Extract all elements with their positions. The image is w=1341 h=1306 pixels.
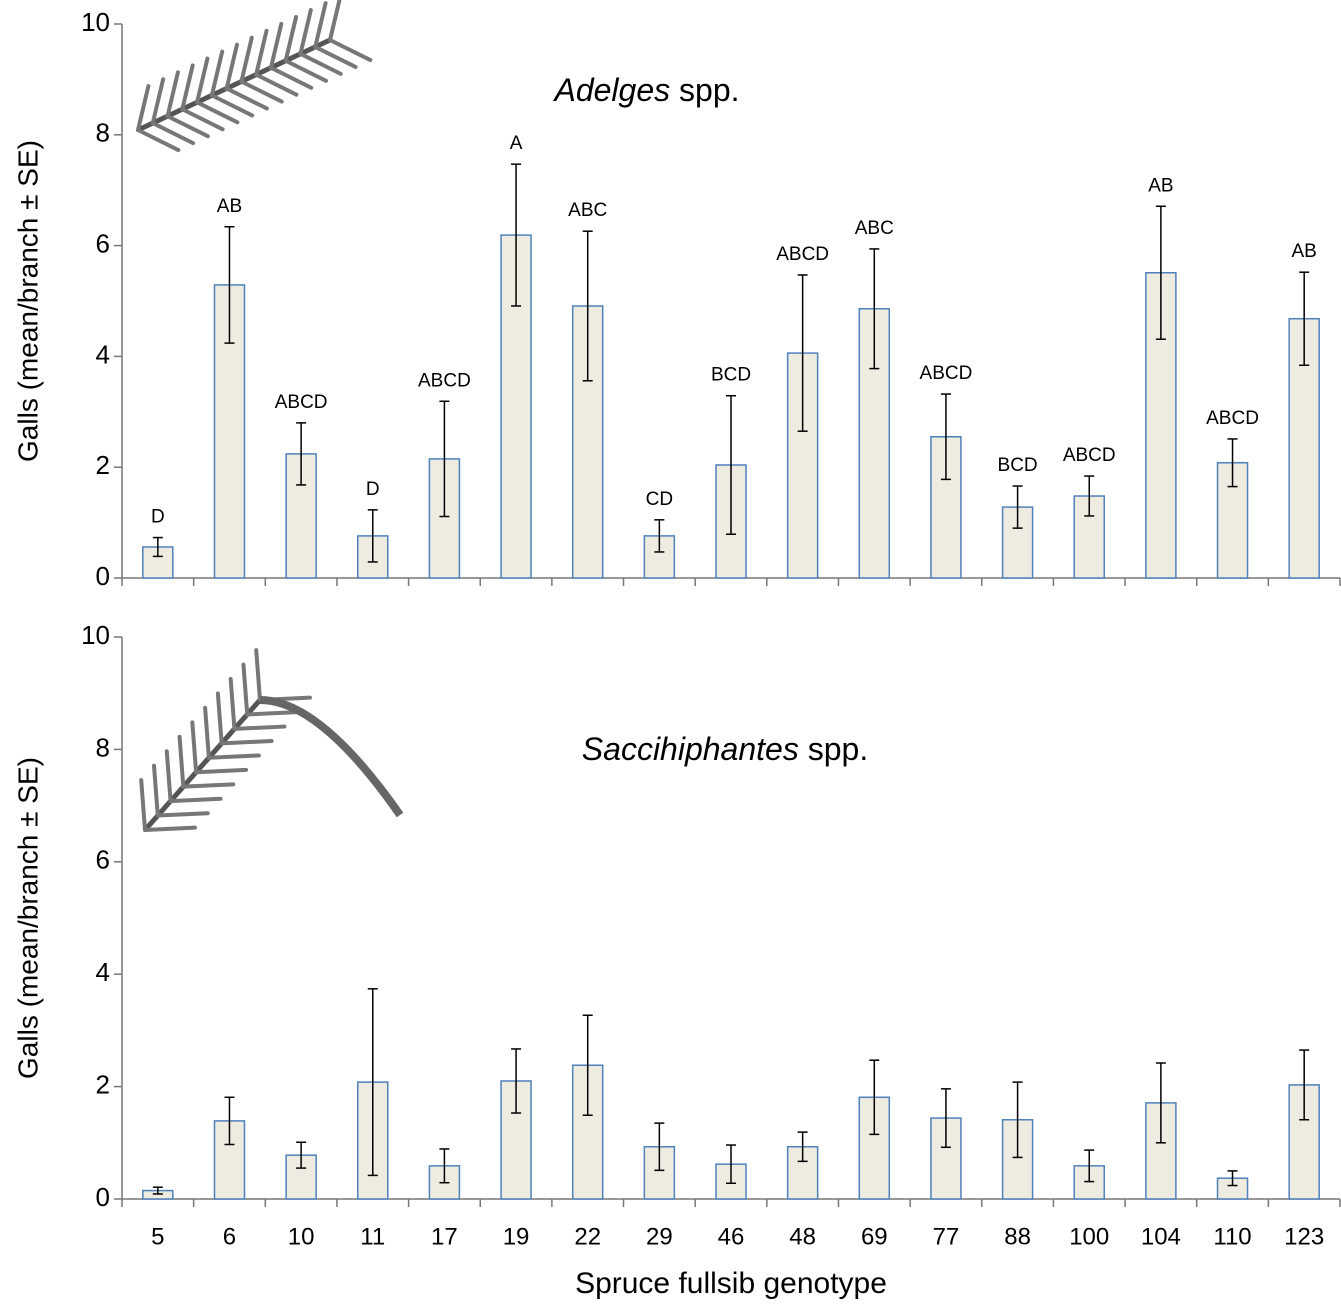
branch-needle [256,650,260,700]
significance-letter: ABCD [418,370,471,391]
branch-needle [231,679,235,729]
significance-letter: ABCD [275,392,328,413]
significance-letter: AB [1291,241,1316,262]
branch-stem [260,700,400,815]
y-tick-label: 0 [96,561,110,591]
figure: 0246810Galls (mean/branch ± SE)Adelges s… [0,0,1341,1306]
x-tick-label: 123 [1284,1223,1324,1250]
x-tick-label: 11 [360,1223,385,1250]
significance-letter: BCD [998,455,1038,476]
y-tick-label: 0 [96,1182,110,1212]
x-tick-label: 110 [1213,1223,1251,1250]
x-tick-label: 104 [1141,1223,1181,1250]
significance-letter: AB [217,196,242,217]
branch-needle [234,727,284,729]
branch-illustrations [138,0,400,830]
x-tick-label: 17 [431,1223,458,1250]
branch-needle [247,712,297,714]
branch-needle [192,722,196,772]
y-axis-title: Galls (mean/branch ± SE) [12,140,43,462]
branch-needle [209,755,259,757]
branch-needle [180,737,184,787]
significance-letter: ABCD [920,363,973,384]
branch-needle [141,780,145,830]
branch-needle [243,665,247,715]
y-axis-title: Galls (mean/branch ± SE) [12,757,43,1079]
x-tick-label: 48 [789,1223,816,1250]
branch-needle [158,813,208,815]
branch-stem [145,700,260,830]
x-tick-label: 88 [1004,1223,1031,1250]
branch-needle [218,693,222,743]
significance-letter: ABC [568,200,607,221]
significance-letter: AB [1148,175,1173,196]
significance-letter: A [510,133,523,154]
y-tick-label: 6 [96,228,110,258]
x-tick-label: 77 [933,1223,960,1250]
y-tick-label: 4 [96,957,110,987]
significance-letter: D [366,479,380,500]
x-tick-label: 22 [574,1223,601,1250]
y-tick-label: 6 [96,845,110,875]
branch-needle [154,766,158,816]
y-tick-label: 10 [81,7,110,37]
significance-letter: CD [646,489,673,510]
branch-needle [145,828,195,830]
significance-letter: D [151,507,165,528]
x-tick-label: 19 [503,1223,530,1250]
y-tick-label: 2 [96,450,110,480]
significance-letter: ABCD [1206,408,1259,429]
x-tick-label: 6 [223,1223,236,1250]
y-tick-label: 2 [96,1069,110,1099]
x-tick-label: 10 [288,1223,315,1250]
y-tick-label: 10 [81,620,110,650]
x-tick-label: 29 [646,1223,673,1250]
y-tick-label: 4 [96,339,110,369]
x-tick-label: 100 [1069,1223,1109,1250]
panel-title: Adelges spp. [552,72,739,108]
x-tick-label: 5 [151,1223,164,1250]
significance-letter: ABCD [1063,445,1116,466]
branch-needle [171,799,221,801]
x-tick-label: 46 [718,1223,745,1250]
panel-title: Saccihiphantes spp. [582,731,868,767]
branch-needle [183,784,233,786]
branch-needle [205,708,209,758]
y-tick-label: 8 [96,118,110,148]
y-tick-label: 8 [96,732,110,762]
x-tick-label: 69 [861,1223,888,1250]
branch-needle [167,751,171,801]
branch-needle [196,770,246,772]
significance-letter: ABCD [776,244,829,265]
x-axis-title: Spruce fullsib genotype [575,1267,887,1300]
significance-letter: BCD [711,365,751,386]
branch-needle [222,741,272,743]
branch-needle [330,0,340,40]
significance-letter: ABC [855,218,894,239]
